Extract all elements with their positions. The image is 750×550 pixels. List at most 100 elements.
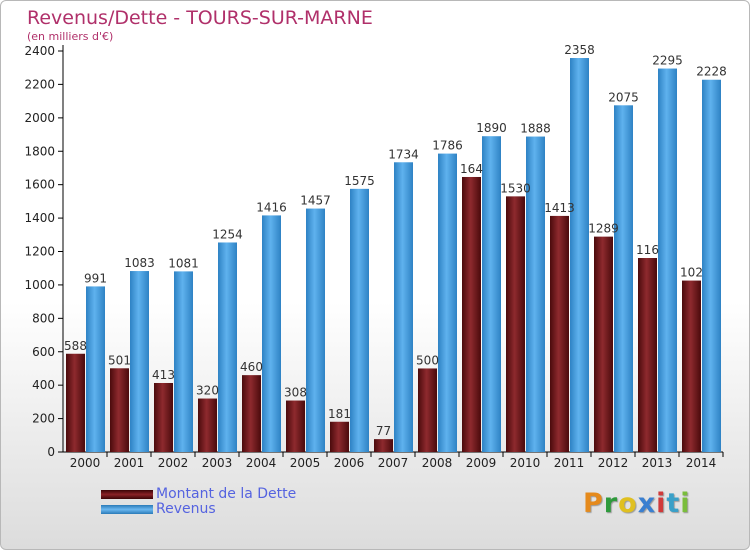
legend-swatch-debt — [101, 490, 153, 499]
x-tick-label: 2008 — [422, 456, 453, 470]
logo-letter: x — [637, 488, 657, 519]
y-tick-label: 1600 — [24, 178, 55, 192]
y-tick-label: 400 — [32, 378, 55, 392]
logo-letter: i — [656, 488, 667, 519]
revenue-bar — [482, 136, 501, 452]
x-tick-label: 2012 — [598, 456, 629, 470]
debt-bar — [594, 236, 613, 452]
revenue-value-label: 1734 — [388, 147, 419, 161]
debt-bar — [506, 196, 525, 452]
debt-bar — [198, 398, 217, 452]
revenue-value-label: 1890 — [476, 121, 507, 135]
debt-value-label: 164 — [460, 162, 483, 176]
revenue-bar — [350, 188, 369, 452]
revenue-bar — [130, 271, 149, 452]
x-tick-label: 2010 — [510, 456, 541, 470]
revenue-value-label: 2075 — [608, 90, 639, 104]
revenue-bar — [438, 153, 457, 452]
debt-value-label: 181 — [328, 407, 351, 421]
x-tick-label: 2000 — [70, 456, 101, 470]
debt-value-label: 1530 — [500, 181, 531, 195]
revenue-value-label: 1083 — [124, 256, 155, 270]
revenue-value-label: 2358 — [564, 43, 595, 57]
debt-bar — [638, 258, 657, 452]
debt-bar — [550, 215, 569, 452]
revenue-bar — [174, 271, 193, 452]
x-tick-label: 2011 — [554, 456, 585, 470]
debt-bar — [154, 382, 173, 452]
debt-value-label: 413 — [152, 368, 175, 382]
proxiti-logo: Proxiti — [583, 488, 691, 519]
revenue-value-label: 1888 — [520, 122, 551, 136]
debt-value-label: 320 — [196, 384, 219, 398]
legend-swatch-revenue — [101, 505, 153, 514]
debt-value-label: 1413 — [544, 201, 575, 215]
revenue-value-label: 1575 — [344, 174, 375, 188]
x-tick-label: 2001 — [114, 456, 145, 470]
x-tick-label: 2003 — [202, 456, 233, 470]
debt-bar — [418, 368, 437, 452]
revenue-bar — [86, 286, 105, 452]
x-tick-label: 2005 — [290, 456, 321, 470]
debt-bar — [330, 421, 349, 452]
y-tick-label: 1800 — [24, 144, 55, 158]
revenue-bar — [394, 162, 413, 452]
y-tick-label: 200 — [32, 412, 55, 426]
y-tick-label: 600 — [32, 345, 55, 359]
y-tick-label: 1000 — [24, 278, 55, 292]
revenue-bar — [526, 136, 545, 452]
y-tick-label: 2000 — [24, 111, 55, 125]
debt-value-label: 77 — [376, 424, 391, 438]
y-tick-label: 1200 — [24, 245, 55, 259]
bars — [66, 58, 721, 453]
x-tick-label: 2013 — [642, 456, 673, 470]
y-tick-label: 800 — [32, 311, 55, 325]
x-tick-label: 2009 — [466, 456, 497, 470]
revenue-bar — [658, 68, 677, 452]
data-labels: 588 991 501 1083 413 1081 320 1254 460 1416 308 145… — [64, 43, 727, 438]
y-tick-label: 1400 — [24, 211, 55, 225]
debt-value-label: 500 — [416, 353, 439, 367]
debt-value-label: 501 — [108, 353, 131, 367]
revenue-value-label: 991 — [84, 271, 107, 285]
debt-value-label: 102 — [680, 266, 703, 280]
revenue-value-label: 1081 — [168, 256, 199, 270]
revenue-value-label: 1416 — [256, 200, 287, 214]
legend-label-debt: Montant de la Dette — [156, 486, 297, 502]
revenue-value-label: 1786 — [432, 139, 463, 153]
revenue-bar — [702, 79, 721, 452]
logo-letter: i — [680, 488, 691, 519]
debt-value-label: 588 — [64, 339, 87, 353]
x-tick-label: 2002 — [158, 456, 189, 470]
revenue-value-label: 1254 — [212, 227, 243, 241]
chart-subtitle: (en milliers d'€) — [27, 30, 114, 43]
revenue-bar — [306, 208, 325, 452]
revenue-value-label: 1457 — [300, 194, 331, 208]
debt-value-label: 1289 — [588, 222, 619, 236]
debt-bar — [66, 353, 85, 452]
debt-bar — [286, 400, 305, 452]
y-tick-label: 2400 — [24, 44, 55, 58]
logo-letter: P — [583, 488, 604, 519]
x-tick-label: 2014 — [686, 456, 717, 470]
revenue-value-label: 2228 — [696, 65, 727, 79]
y-tick-label: 0 — [47, 445, 55, 459]
debt-value-label: 460 — [240, 360, 263, 374]
debt-bar — [242, 375, 261, 452]
debt-bar — [110, 368, 129, 452]
debt-bar — [374, 439, 393, 452]
y-tick-label: 2200 — [24, 77, 55, 91]
revenue-value-label: 2295 — [652, 54, 683, 68]
debt-bar — [462, 176, 481, 452]
logo-letter: o — [618, 488, 638, 519]
debt-value-label: 116 — [636, 243, 659, 257]
legend-label-revenue: Revenus — [156, 501, 216, 517]
logo-letter: r — [603, 488, 619, 519]
revenue-bar — [614, 105, 633, 452]
x-tick-label: 2007 — [378, 456, 409, 470]
chart-title: Revenus/Dette - TOURS-SUR-MARNE — [27, 7, 373, 29]
revenue-bar — [218, 242, 237, 452]
x-tick-label: 2004 — [246, 456, 277, 470]
debt-value-label: 308 — [284, 386, 307, 400]
